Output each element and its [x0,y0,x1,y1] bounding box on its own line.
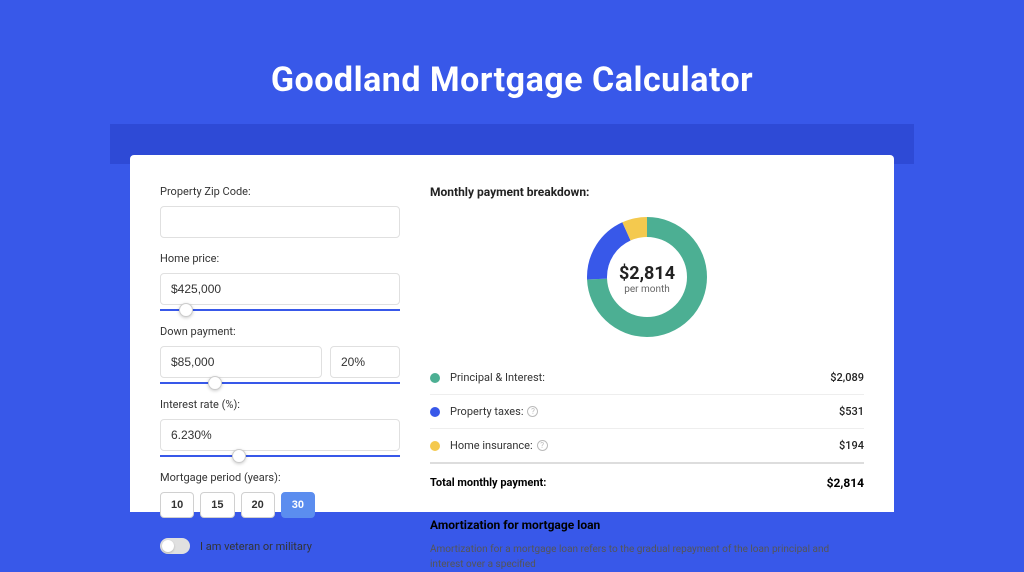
legend-label: Home insurance: ? [450,439,839,452]
home-price-input[interactable] [160,273,400,305]
period-label: Mortgage period (years): [160,471,400,484]
legend-value: $194 [839,439,864,452]
legend-label: Property taxes: ? [450,405,839,418]
interest-input[interactable] [160,419,400,451]
legend-label: Principal & Interest: [450,371,830,384]
total-label: Total monthly payment: [430,476,827,490]
breakdown-column: Monthly payment breakdown: $2,814 per mo… [430,185,864,512]
zip-label: Property Zip Code: [160,185,400,198]
help-icon[interactable]: ? [537,440,548,451]
breakdown-title: Monthly payment breakdown: [430,185,864,199]
interest-slider-thumb[interactable] [232,449,246,463]
veteran-label: I am veteran or military [200,540,312,553]
home-price-label: Home price: [160,252,400,265]
interest-slider[interactable] [160,455,400,457]
legend-dot [430,407,440,417]
down-payment-slider-thumb[interactable] [208,376,222,390]
period-button-10[interactable]: 10 [160,492,194,518]
amortization-text: Amortization for a mortgage loan refers … [430,542,864,572]
down-payment-slider[interactable] [160,382,400,384]
donut-amount: $2,814 [619,263,675,284]
interest-label: Interest rate (%): [160,398,400,411]
legend-value: $531 [839,405,864,418]
veteran-toggle[interactable] [160,538,190,554]
legend-list: Principal & Interest: $2,089 Property ta… [430,361,864,464]
legend-row: Home insurance: ? $194 [430,429,864,464]
down-payment-label: Down payment: [160,325,400,338]
donut-chart: $2,814 per month [587,217,707,341]
period-button-20[interactable]: 20 [241,492,275,518]
donut-chart-container: $2,814 per month [430,207,864,361]
donut-center: $2,814 per month [619,263,675,295]
legend-value: $2,089 [830,371,864,384]
amortization-title: Amortization for mortgage loan [430,518,864,532]
home-price-slider-thumb[interactable] [179,303,193,317]
home-price-slider[interactable] [160,309,400,311]
page-title: Goodland Mortgage Calculator [0,0,1024,100]
zip-input[interactable] [160,206,400,238]
help-icon[interactable]: ? [527,406,538,417]
legend-row: Principal & Interest: $2,089 [430,361,864,395]
legend-dot [430,373,440,383]
total-value: $2,814 [827,476,864,490]
total-row: Total monthly payment: $2,814 [430,464,864,502]
form-column: Property Zip Code: Home price: Down paym… [160,185,400,512]
period-button-30[interactable]: 30 [281,492,315,518]
legend-dot [430,441,440,451]
donut-sub: per month [619,284,675,295]
period-button-15[interactable]: 15 [200,492,234,518]
down-payment-pct-input[interactable] [330,346,400,378]
calculator-card: Property Zip Code: Home price: Down paym… [130,155,894,512]
period-button-group: 1015 2030 [160,492,400,518]
down-payment-input[interactable] [160,346,322,378]
legend-row: Property taxes: ? $531 [430,395,864,429]
